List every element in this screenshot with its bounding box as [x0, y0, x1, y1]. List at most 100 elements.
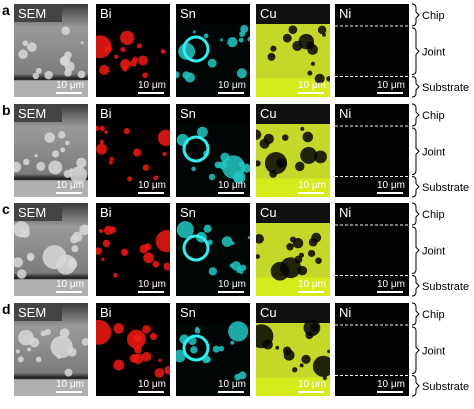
feature: [184, 72, 196, 83]
panel-letter: b: [2, 102, 11, 118]
feature: [247, 36, 250, 42]
feature: [160, 48, 166, 54]
scale-bar-label: 10 μm: [138, 180, 166, 191]
feature: [127, 176, 133, 182]
feature: [96, 143, 108, 155]
feature: [133, 333, 143, 343]
feature: [96, 125, 100, 132]
micrograph-panel: Cu 10 μm: [256, 104, 330, 197]
feature: [59, 328, 70, 339]
scale-bar-label: 10 μm: [218, 379, 246, 390]
feature: [238, 37, 244, 43]
brace: [411, 202, 420, 226]
channel-label: Sn: [180, 6, 196, 21]
scale-bar-label: 10 μm: [218, 279, 246, 290]
micrograph-panel: Sn 10 μm: [176, 4, 250, 97]
feature: [153, 175, 159, 181]
channel-label: Ni: [339, 205, 351, 220]
feature: [322, 375, 327, 381]
feature: [326, 76, 330, 82]
feature: [77, 70, 86, 79]
feature: [192, 30, 196, 34]
region-label: Substrate: [422, 182, 469, 194]
feature: [104, 45, 112, 53]
feature: [99, 64, 110, 75]
feature: [236, 68, 247, 79]
feature: [69, 168, 73, 172]
panel-bg: [335, 104, 409, 197]
region-label: Joint: [422, 345, 445, 357]
panel-bg: [335, 203, 409, 296]
feature: [72, 231, 83, 242]
channel-label: Bi: [100, 205, 112, 220]
chip-band: [96, 203, 170, 223]
feature: [71, 245, 79, 253]
feature: [129, 59, 137, 67]
chip-band: [176, 203, 250, 223]
chip-band: [176, 4, 250, 24]
feature: [17, 356, 24, 363]
micrograph-panel: SEM 10 μm: [14, 104, 88, 197]
feature: [283, 349, 295, 361]
feature: [263, 133, 274, 144]
feature: [136, 43, 142, 49]
feature: [103, 225, 114, 236]
feature: [48, 160, 63, 175]
feature: [143, 252, 155, 264]
feature: [306, 41, 315, 50]
brace: [411, 76, 420, 98]
feature: [238, 268, 244, 275]
feature: [256, 160, 261, 167]
channel-label: Bi: [100, 305, 112, 320]
brace: [411, 127, 420, 176]
feature: [233, 173, 244, 184]
feature: [18, 49, 28, 59]
feature: [212, 345, 220, 353]
chip-band: [176, 104, 250, 124]
feature: [96, 319, 112, 345]
chip-band: [256, 203, 330, 223]
channel-label: Cu: [260, 305, 277, 320]
panel-letter: d: [2, 301, 11, 317]
feature: [314, 150, 327, 164]
feature: [158, 358, 162, 362]
feature: [80, 41, 84, 45]
region-label: Chip: [422, 309, 445, 321]
feature: [270, 45, 277, 52]
brace: [411, 326, 420, 375]
feature: [76, 157, 87, 168]
channel-label: Ni: [339, 305, 351, 320]
feature: [104, 130, 108, 135]
feature: [96, 35, 112, 59]
feature: [275, 345, 280, 350]
region-label: Chip: [422, 10, 445, 22]
feature: [99, 139, 104, 145]
feature: [58, 131, 66, 139]
feature: [228, 321, 249, 342]
feature: [23, 158, 30, 166]
scale-bar-label: 10 μm: [56, 279, 84, 290]
channel-label: Bi: [100, 106, 112, 121]
feature: [292, 40, 303, 52]
region-label: Joint: [422, 46, 445, 58]
feature: [96, 247, 102, 255]
scale-bar-label: 10 μm: [138, 80, 166, 91]
feature: [191, 166, 196, 172]
feature: [27, 42, 37, 52]
chip-band: [96, 104, 170, 124]
feature: [240, 25, 249, 34]
feature: [133, 345, 143, 354]
label-bg: [14, 4, 62, 22]
feature: [292, 367, 298, 373]
feature: [234, 373, 241, 381]
chip-band: [256, 104, 330, 124]
feature: [269, 170, 277, 178]
micrograph-panel: Sn 10 μm: [176, 104, 250, 197]
feature: [247, 235, 250, 240]
feature: [34, 154, 38, 158]
micrograph-panel: Bi 10 μm: [96, 203, 170, 296]
scale-bar-label: 10 μm: [138, 379, 166, 390]
feature: [113, 323, 124, 334]
feature: [28, 256, 34, 262]
